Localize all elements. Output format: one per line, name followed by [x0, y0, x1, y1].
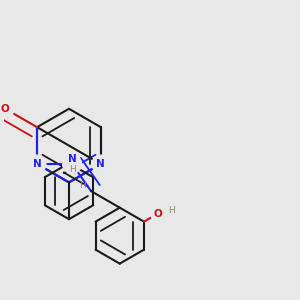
Text: H: H — [168, 206, 175, 214]
Text: O: O — [154, 208, 162, 219]
Text: N: N — [97, 159, 105, 169]
Circle shape — [28, 155, 46, 173]
Circle shape — [151, 206, 165, 221]
Text: H: H — [69, 165, 75, 174]
Text: O: O — [1, 104, 10, 114]
Text: H: H — [79, 181, 86, 190]
Text: N: N — [33, 159, 41, 169]
Circle shape — [63, 154, 82, 173]
Text: N: N — [68, 154, 76, 164]
Circle shape — [92, 155, 110, 173]
Circle shape — [0, 100, 14, 118]
